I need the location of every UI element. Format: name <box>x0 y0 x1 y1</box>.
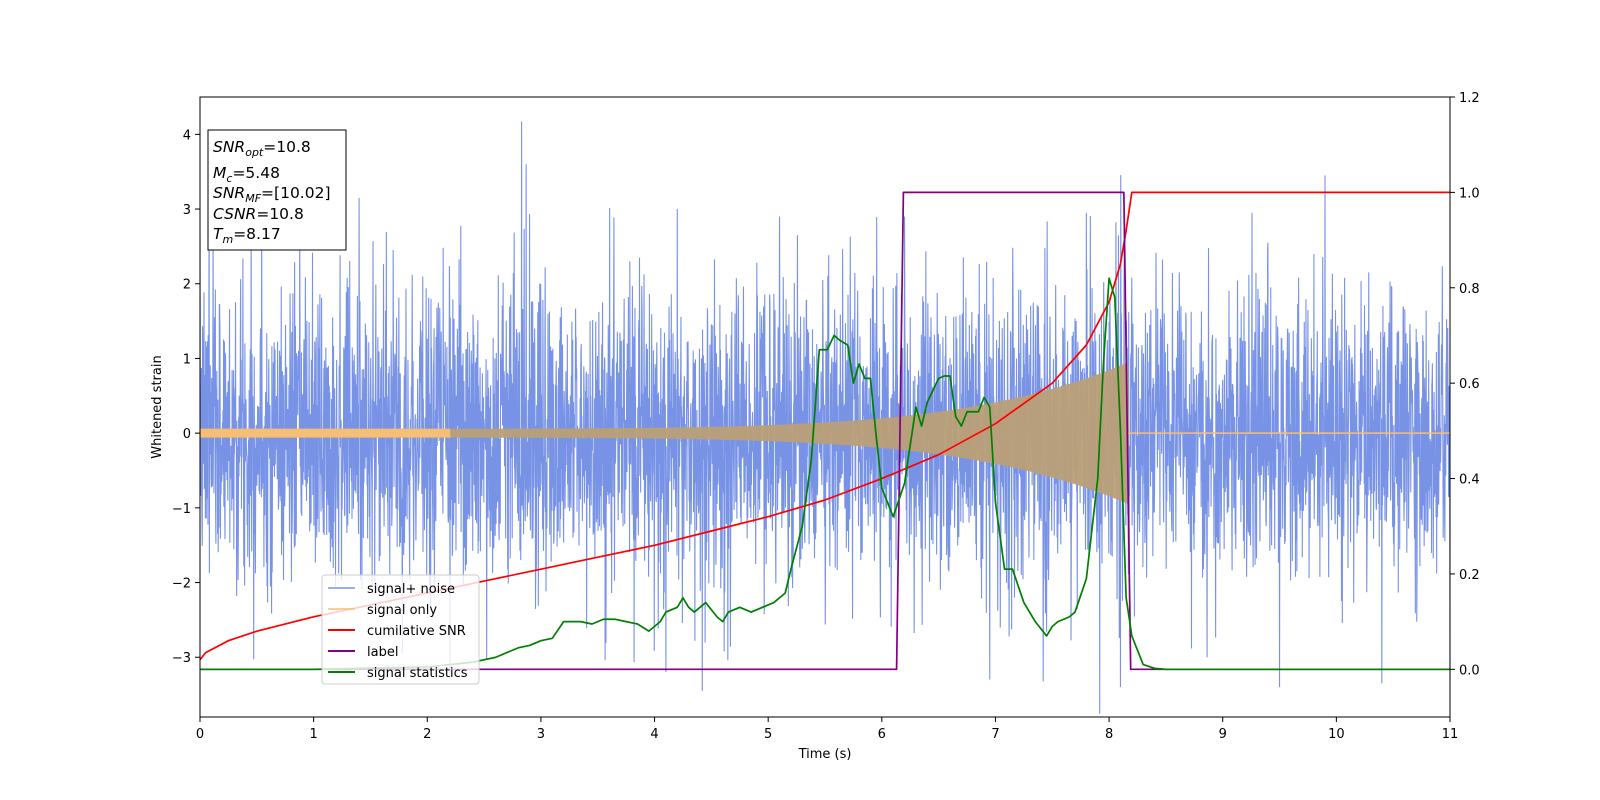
x-axis: 0 1 2 3 4 5 6 7 8 9 10 11 <box>196 717 1458 742</box>
y-tick-label-1: −2 <box>172 577 191 592</box>
x-tick-label-5: 5 <box>764 727 772 742</box>
x-tick-label-3: 3 <box>537 727 545 742</box>
legend-label-signal-only: signal only <box>367 603 437 618</box>
legend-label-signal-noise: signal+ noise <box>367 582 455 597</box>
y2-tick-label-6: 1.2 <box>1459 91 1480 106</box>
y2-tick-label-0: 0.0 <box>1459 663 1480 678</box>
info-tm: Tm=8.17 <box>213 225 281 246</box>
y2-tick-label-3: 0.6 <box>1459 377 1480 392</box>
info-mc: Mc=5.48 <box>213 164 280 185</box>
x-tick-label-11: 11 <box>1442 727 1459 742</box>
x-tick-label-6: 6 <box>878 727 886 742</box>
curves <box>200 191 1450 671</box>
y-axis-right: 0.0 0.2 0.4 0.6 0.8 1.0 1.2 <box>1450 91 1480 678</box>
x-tick-label-4: 4 <box>650 727 658 742</box>
plot-area <box>200 121 1450 714</box>
y-axis-label: Whitened strain <box>150 355 165 458</box>
y2-tick-label-1: 0.2 <box>1459 568 1480 583</box>
y2-tick-label-4: 0.8 <box>1459 282 1480 297</box>
x-tick-label-8: 8 <box>1105 727 1113 742</box>
y-tick-label-5: 2 <box>183 278 191 293</box>
y-tick-label-3: 0 <box>183 427 191 442</box>
legend-label-cumilative-snr: cumilative SNR <box>367 624 466 639</box>
x-axis-label: Time (s) <box>798 747 852 762</box>
y2-tick-label-5: 1.0 <box>1459 186 1480 201</box>
signal-only-oscillation <box>200 428 451 438</box>
signal-noise-series <box>200 121 1450 714</box>
signal-only-series <box>200 362 1450 504</box>
info-box: SNRopt=10.8 Mc=5.48 SNRMF=[10.02] CSNR=1… <box>207 129 347 251</box>
plot-frame <box>199 96 1451 718</box>
x-tick-label-2: 2 <box>423 727 431 742</box>
y2-tick-label-2: 0.4 <box>1459 473 1480 488</box>
legend-label-signal-statistics: signal statistics <box>367 666 468 681</box>
info-snr-opt: SNRopt=10.8 <box>213 138 311 159</box>
x-tick-label-1: 1 <box>309 727 317 742</box>
info-csnr: CSNR=10.8 <box>213 205 304 223</box>
y-axis-left: −3 −2 −1 0 1 2 3 4 <box>172 128 200 666</box>
x-tick-label-9: 9 <box>1219 727 1227 742</box>
x-tick-label-0: 0 <box>196 727 204 742</box>
series-signal-noise <box>200 121 1450 714</box>
info-snr-mf: SNRMF=[10.02] <box>213 184 331 205</box>
legend-label-label: label <box>367 645 398 660</box>
series-signal-statistics <box>200 277 1450 671</box>
y-tick-label-2: −1 <box>172 502 191 517</box>
series-cumilative-snr <box>200 191 1450 661</box>
series-signal-only <box>200 362 1450 504</box>
x-tick-label-10: 10 <box>1328 727 1345 742</box>
y-tick-label-0: −3 <box>172 651 191 666</box>
y-tick-label-4: 1 <box>183 352 191 367</box>
y-tick-label-7: 4 <box>183 128 191 143</box>
legend: signal+ noise signal only cumilative SNR la… <box>321 574 480 685</box>
x-tick-label-7: 7 <box>991 727 999 742</box>
y-tick-label-6: 3 <box>183 203 191 218</box>
